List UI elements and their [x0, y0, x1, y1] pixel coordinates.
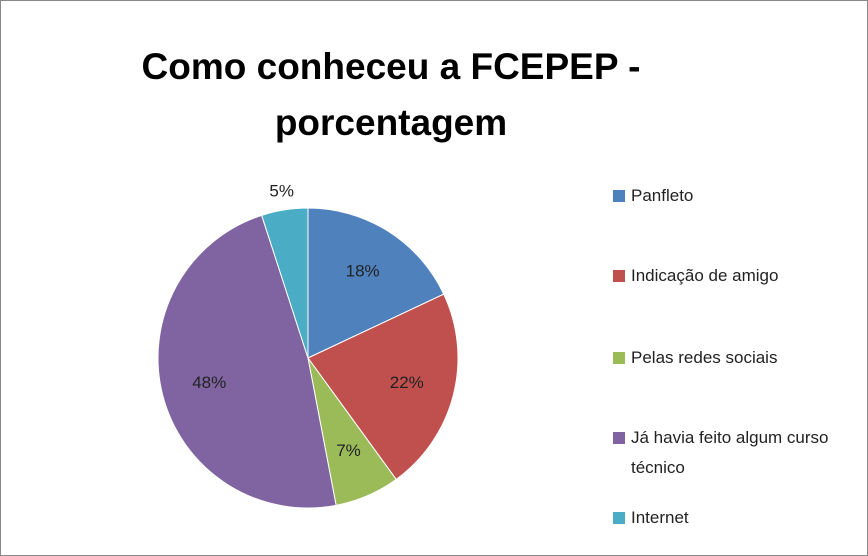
pie-slice [307, 293, 459, 481]
legend-label: Pelas redes sociais [631, 348, 778, 367]
pie-slice [157, 214, 337, 509]
legend-entry: Já havia feito algum curso técnico [613, 423, 838, 483]
legend-swatch [613, 512, 625, 524]
legend-entry: Internet [613, 503, 838, 533]
data-label: 18% [346, 261, 380, 280]
data-label: 5% [269, 182, 294, 201]
legend-label: Já havia feito algum curso técnico [631, 428, 829, 477]
legend-entry: Pelas redes sociais [613, 343, 838, 373]
legend-label: Panfleto [631, 186, 694, 205]
legend-entry: Panfleto [613, 181, 838, 211]
legend-swatch [613, 352, 625, 364]
pie-slice [261, 207, 309, 359]
pie-slice [307, 207, 445, 359]
legend-label: Indicação de amigo [631, 266, 779, 285]
legend-swatch [613, 190, 625, 202]
data-label: 7% [336, 441, 361, 460]
data-label: 22% [390, 373, 424, 392]
data-label: 48% [192, 373, 226, 392]
chart-title: Como conheceu a FCEPEP - porcentagem [141, 46, 641, 143]
legend-swatch [613, 270, 625, 282]
legend-entry: Indicação de amigo [613, 261, 838, 291]
legend-label: Internet [631, 508, 689, 527]
legend-swatch [613, 432, 625, 444]
